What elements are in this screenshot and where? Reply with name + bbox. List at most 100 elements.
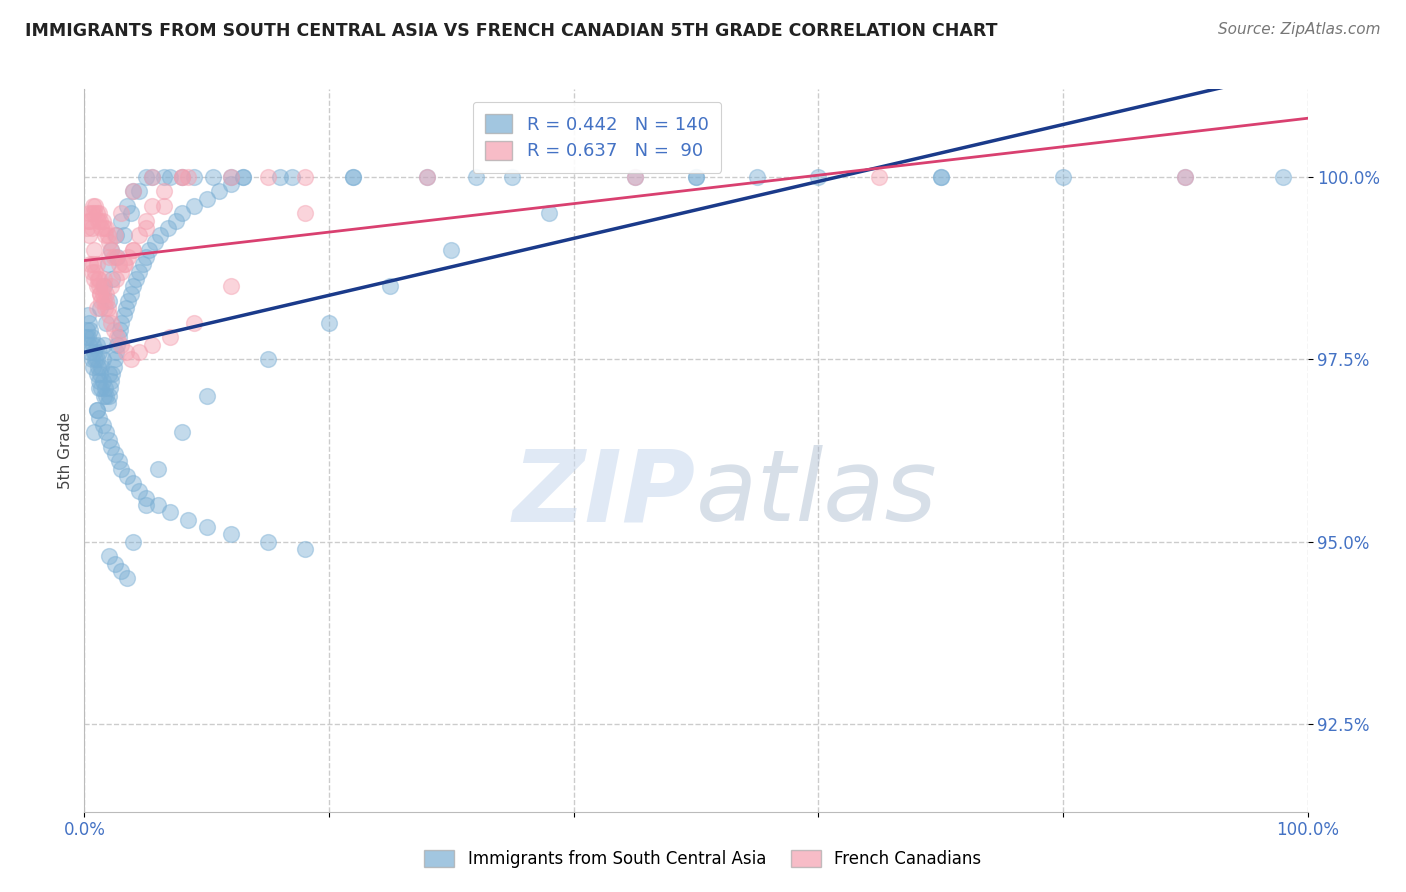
Point (83, 206, 105, 220)
Point (89, 367, 111, 381)
Point (97, 301, 120, 315)
Point (146, 498, 169, 512)
Point (110, 461, 132, 475)
Point (219, 169, 242, 184)
Point (172, 169, 194, 184)
Point (100, 279, 122, 293)
Point (96, 293, 118, 308)
Point (105, 345, 128, 359)
Point (104, 447, 127, 461)
Point (232, 169, 254, 184)
Point (929, 169, 952, 184)
Point (122, 279, 145, 293)
Point (89, 286, 111, 301)
Point (86, 403, 108, 417)
Point (115, 571, 138, 585)
Point (685, 169, 707, 184)
Point (156, 220, 179, 235)
Point (100, 316, 122, 330)
Point (77, 206, 100, 220)
Point (82, 359, 104, 374)
Text: ZIP: ZIP (513, 445, 696, 542)
Point (93, 337, 115, 351)
Point (91, 352, 114, 367)
Point (100, 243, 122, 257)
Point (165, 213, 187, 227)
Point (77, 213, 100, 227)
Point (183, 169, 205, 184)
Point (538, 206, 561, 220)
Point (219, 177, 242, 191)
Point (149, 228, 172, 243)
Point (141, 169, 163, 184)
Point (138, 243, 160, 257)
Point (97, 293, 120, 308)
Point (128, 228, 150, 243)
Point (107, 330, 129, 344)
Point (90, 381, 112, 395)
Point (120, 206, 142, 220)
Point (77, 316, 100, 330)
Point (183, 316, 205, 330)
Point (77, 228, 100, 243)
Point (89, 301, 111, 315)
Point (96, 316, 118, 330)
Point (87, 381, 110, 395)
Point (94, 381, 117, 395)
Point (79, 257, 101, 271)
Point (105, 250, 128, 264)
Point (115, 469, 138, 483)
Point (177, 513, 200, 527)
Point (208, 185, 231, 199)
Point (97, 309, 120, 323)
Point (80, 220, 103, 235)
Point (257, 352, 280, 367)
Point (80, 330, 103, 344)
Point (77, 337, 100, 351)
Point (929, 169, 952, 184)
Point (96, 220, 118, 235)
Point (97, 250, 120, 264)
Point (96, 389, 118, 403)
Point (97, 549, 120, 564)
Point (624, 169, 647, 184)
Point (294, 169, 316, 184)
Point (1174, 169, 1197, 184)
Point (87, 272, 110, 286)
Point (159, 506, 181, 520)
Point (87, 345, 110, 359)
Point (77, 330, 100, 344)
Point (195, 192, 218, 206)
Point (153, 169, 176, 184)
Point (104, 352, 127, 367)
Point (91, 213, 114, 227)
Point (104, 557, 127, 571)
Point (100, 243, 122, 257)
Point (79, 323, 101, 337)
Point (84, 352, 107, 367)
Point (90, 220, 112, 235)
Point (105, 272, 128, 286)
Point (125, 272, 148, 286)
Point (219, 527, 242, 541)
Point (135, 169, 157, 184)
Point (135, 213, 157, 227)
Point (87, 359, 110, 374)
Point (117, 293, 139, 308)
Point (141, 337, 163, 351)
Point (183, 199, 205, 213)
Point (153, 185, 176, 199)
Point (103, 250, 125, 264)
Point (807, 169, 830, 184)
Point (97, 396, 120, 410)
Point (98, 381, 121, 395)
Point (90, 293, 112, 308)
Point (143, 235, 166, 250)
Point (502, 169, 524, 184)
Point (105, 250, 128, 264)
Point (172, 169, 194, 184)
Point (122, 534, 145, 549)
Point (107, 257, 129, 271)
Point (115, 345, 138, 359)
Point (97, 433, 120, 447)
